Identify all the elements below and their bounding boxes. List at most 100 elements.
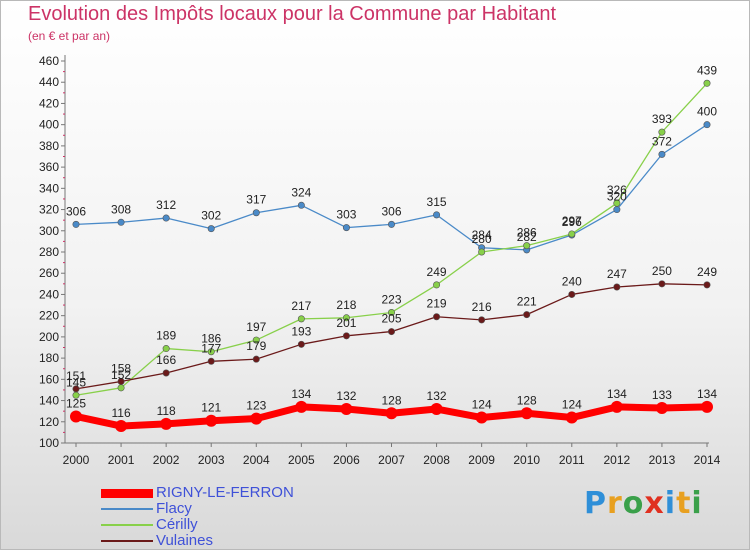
y-tick-label: 260 [39,266,59,280]
data-label-cerilly: 217 [291,299,311,313]
data-label-vulaines: 201 [336,316,356,330]
x-tick-label: 2014 [694,453,721,467]
data-point-rigny-le-ferron [430,403,443,416]
data-point-vulaines [703,281,711,289]
data-label-rigny-le-ferron: 121 [201,401,221,415]
x-tick-label: 2002 [153,453,180,467]
chart-subtitle: (en € et par an) [28,29,111,43]
data-label-vulaines: 247 [607,267,627,281]
data-point-cerilly [252,336,260,344]
data-label-cerilly: 218 [336,298,356,312]
data-point-vulaines [72,385,80,393]
x-tick-label: 2010 [513,453,540,467]
data-label-cerilly: 189 [156,329,176,343]
data-point-vulaines [568,290,576,298]
y-tick-label: 300 [39,224,59,238]
data-point-cerilly [433,281,441,289]
data-point-flacy [297,201,305,209]
x-tick-label: 2005 [288,453,315,467]
data-point-rigny-le-ferron [205,414,218,427]
data-point-vulaines [433,313,441,321]
data-point-flacy [207,225,215,233]
data-point-cerilly [568,230,576,238]
data-point-vulaines [478,316,486,324]
data-point-rigny-le-ferron [70,410,82,423]
data-label-rigny-le-ferron: 123 [246,399,266,413]
data-point-vulaines [117,377,125,385]
data-point-rigny-le-ferron [701,400,713,413]
legend-swatch [101,524,153,526]
data-label-vulaines: 151 [66,369,86,383]
y-tick-label: 180 [39,351,59,365]
data-label-cerilly: 297 [562,214,582,228]
data-point-rigny-le-ferron [520,407,533,420]
x-tick-label: 2006 [333,453,360,467]
data-label-rigny-le-ferron: 134 [697,387,717,401]
y-tick-label: 200 [39,330,59,344]
legend-label: Vulaines [156,532,213,549]
data-point-rigny-le-ferron [295,400,308,413]
x-tick-label: 2011 [559,453,585,467]
data-point-cerilly [523,242,531,250]
data-label-flacy: 306 [66,204,86,218]
data-label-rigny-le-ferron: 124 [562,398,582,412]
data-label-flacy: 320 [607,190,627,204]
x-tick-label: 2013 [649,453,676,467]
data-point-cerilly [297,315,305,323]
data-label-cerilly: 223 [381,292,401,306]
data-point-vulaines [207,357,215,365]
data-point-flacy [117,218,125,226]
data-label-rigny-le-ferron: 132 [336,389,356,403]
legend-label: Flacy [156,500,192,517]
x-tick-label: 2008 [423,453,450,467]
x-tick-label: 2000 [63,453,90,467]
y-tick-label: 140 [39,394,59,408]
data-label-cerilly: 152 [111,368,131,382]
data-label-vulaines: 158 [111,361,131,375]
data-label-vulaines: 177 [201,341,221,355]
legend-label: RIGNY-LE-FERRON [156,484,294,501]
data-label-cerilly: 439 [697,63,717,77]
y-tick-label: 240 [39,287,59,301]
y-tick-label: 220 [39,309,59,323]
y-tick-label: 440 [39,75,59,89]
data-label-flacy: 312 [156,198,176,212]
data-point-cerilly [703,79,711,87]
data-point-rigny-le-ferron [115,420,128,433]
data-label-vulaines: 179 [246,339,266,353]
data-label-flacy: 284 [472,228,492,242]
data-label-vulaines: 219 [427,297,447,311]
data-point-flacy [613,206,621,214]
y-tick-label: 420 [39,96,59,110]
data-label-rigny-le-ferron: 128 [381,393,401,407]
x-tick-label: 2007 [378,453,405,467]
data-label-rigny-le-ferron: 125 [66,396,86,410]
data-label-rigny-le-ferron: 133 [652,388,672,402]
data-label-flacy: 308 [111,202,131,216]
data-label-cerilly: 186 [201,332,221,346]
data-label-vulaines: 249 [697,265,717,279]
data-point-cerilly [658,128,666,136]
data-point-vulaines [523,311,531,319]
data-label-cerilly: 249 [427,265,447,279]
data-point-rigny-le-ferron [565,411,578,424]
data-label-rigny-le-ferron: 118 [157,404,176,418]
data-label-flacy: 324 [291,185,311,199]
data-point-cerilly [613,199,621,207]
chart-title: Evolution des Impôts locaux pour la Comm… [28,3,557,25]
data-label-cerilly: 326 [607,183,627,197]
data-point-cerilly [478,248,486,256]
data-label-rigny-le-ferron: 116 [112,406,131,420]
data-point-vulaines [658,280,666,288]
proxiti-logo: Proxiti [584,486,703,521]
x-tick-label: 2004 [243,453,270,467]
y-tick-label: 160 [39,372,59,386]
x-tick-label: 2012 [604,453,631,467]
data-point-rigny-le-ferron [160,417,173,430]
data-label-vulaines: 221 [517,295,537,309]
data-label-flacy: 306 [381,204,401,218]
data-point-cerilly [207,348,215,356]
data-label-rigny-le-ferron: 134 [607,387,627,401]
data-point-flacy [387,220,395,228]
